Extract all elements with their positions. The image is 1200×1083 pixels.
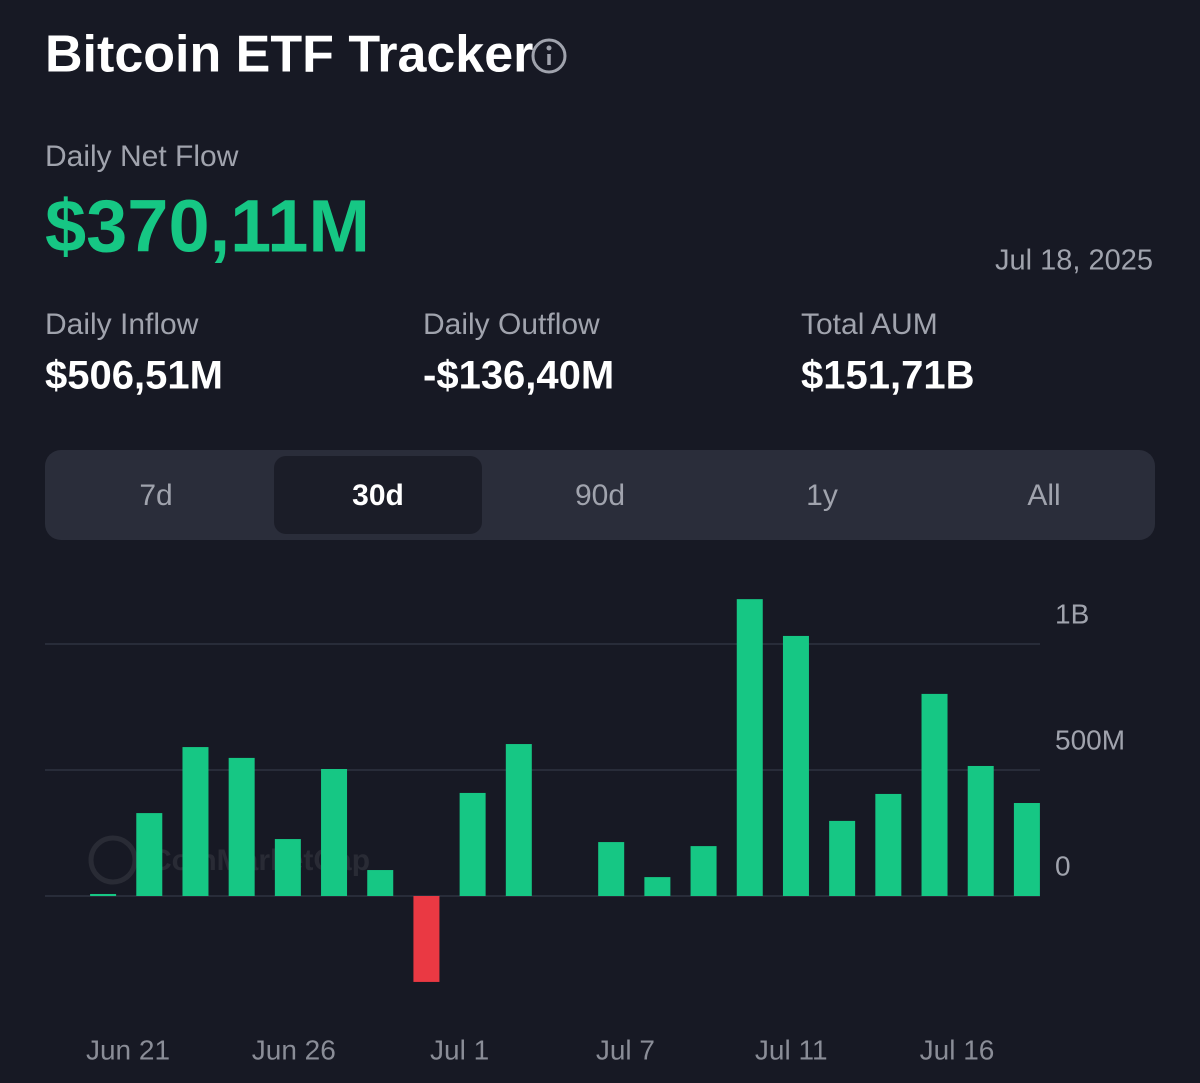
- bar: [1013, 803, 1040, 896]
- bar: [921, 693, 948, 896]
- x-tick-label: Jun 21: [86, 1034, 170, 1065]
- info-icon[interactable]: [531, 38, 567, 74]
- bar: [967, 765, 994, 896]
- stat-value: $506,51M: [45, 354, 223, 398]
- x-tick-label: Jul 11: [755, 1034, 828, 1065]
- watermark-logo: [88, 835, 138, 885]
- bar: [413, 896, 440, 982]
- net-flow-date: Jul 18, 2025: [995, 245, 1153, 277]
- stat-label: Daily Outflow: [423, 308, 600, 341]
- stat-value: -$136,40M: [423, 354, 614, 398]
- x-tick-label: Jul 1: [430, 1034, 489, 1065]
- bar: [505, 744, 532, 896]
- bar: [182, 747, 209, 896]
- title: Bitcoin ETF Tracker: [45, 26, 533, 84]
- bar: [90, 893, 117, 896]
- stat-value: $151,71B: [801, 354, 974, 398]
- x-tick-label: Jul 16: [920, 1034, 995, 1065]
- tabs: 7d 30d 90d 1y All: [139, 456, 1061, 534]
- bar: [782, 635, 809, 896]
- bar: [321, 768, 348, 896]
- y-tick-label: 500M: [1055, 724, 1125, 755]
- x-tick-label: Jun 26: [252, 1034, 336, 1065]
- net-flow-label: Daily Net Flow: [45, 140, 239, 173]
- bar: [829, 820, 856, 896]
- bar: [736, 599, 763, 896]
- info-circle[interactable]: [531, 38, 567, 74]
- y-tick-label: 0: [1055, 850, 1071, 881]
- y-tick-label: 1B: [1055, 598, 1089, 629]
- tab[interactable]: 90d: [575, 479, 625, 512]
- bar: [136, 813, 163, 896]
- bar: [274, 839, 301, 896]
- bar: [459, 792, 486, 896]
- bar: [690, 846, 717, 896]
- bar: [875, 793, 902, 896]
- tab[interactable]: 1y: [806, 479, 838, 512]
- bar: [598, 842, 625, 896]
- tab[interactable]: 7d: [139, 479, 172, 512]
- x-tick-label: Jul 7: [596, 1034, 655, 1065]
- bar: [228, 757, 255, 896]
- tab[interactable]: 30d: [352, 479, 404, 512]
- stat-label: Total AUM: [801, 308, 938, 341]
- info-dot[interactable]: [546, 45, 552, 51]
- stat-label: Daily Inflow: [45, 308, 199, 341]
- stats: Daily Inflow $506,51M Daily Outflow -$136,4…: [45, 308, 974, 398]
- tab-active-bg[interactable]: [274, 456, 482, 534]
- bar: [367, 870, 394, 896]
- bar: [644, 877, 671, 896]
- tab[interactable]: All: [1027, 479, 1060, 512]
- net-flow-value: $370,11M: [45, 185, 370, 268]
